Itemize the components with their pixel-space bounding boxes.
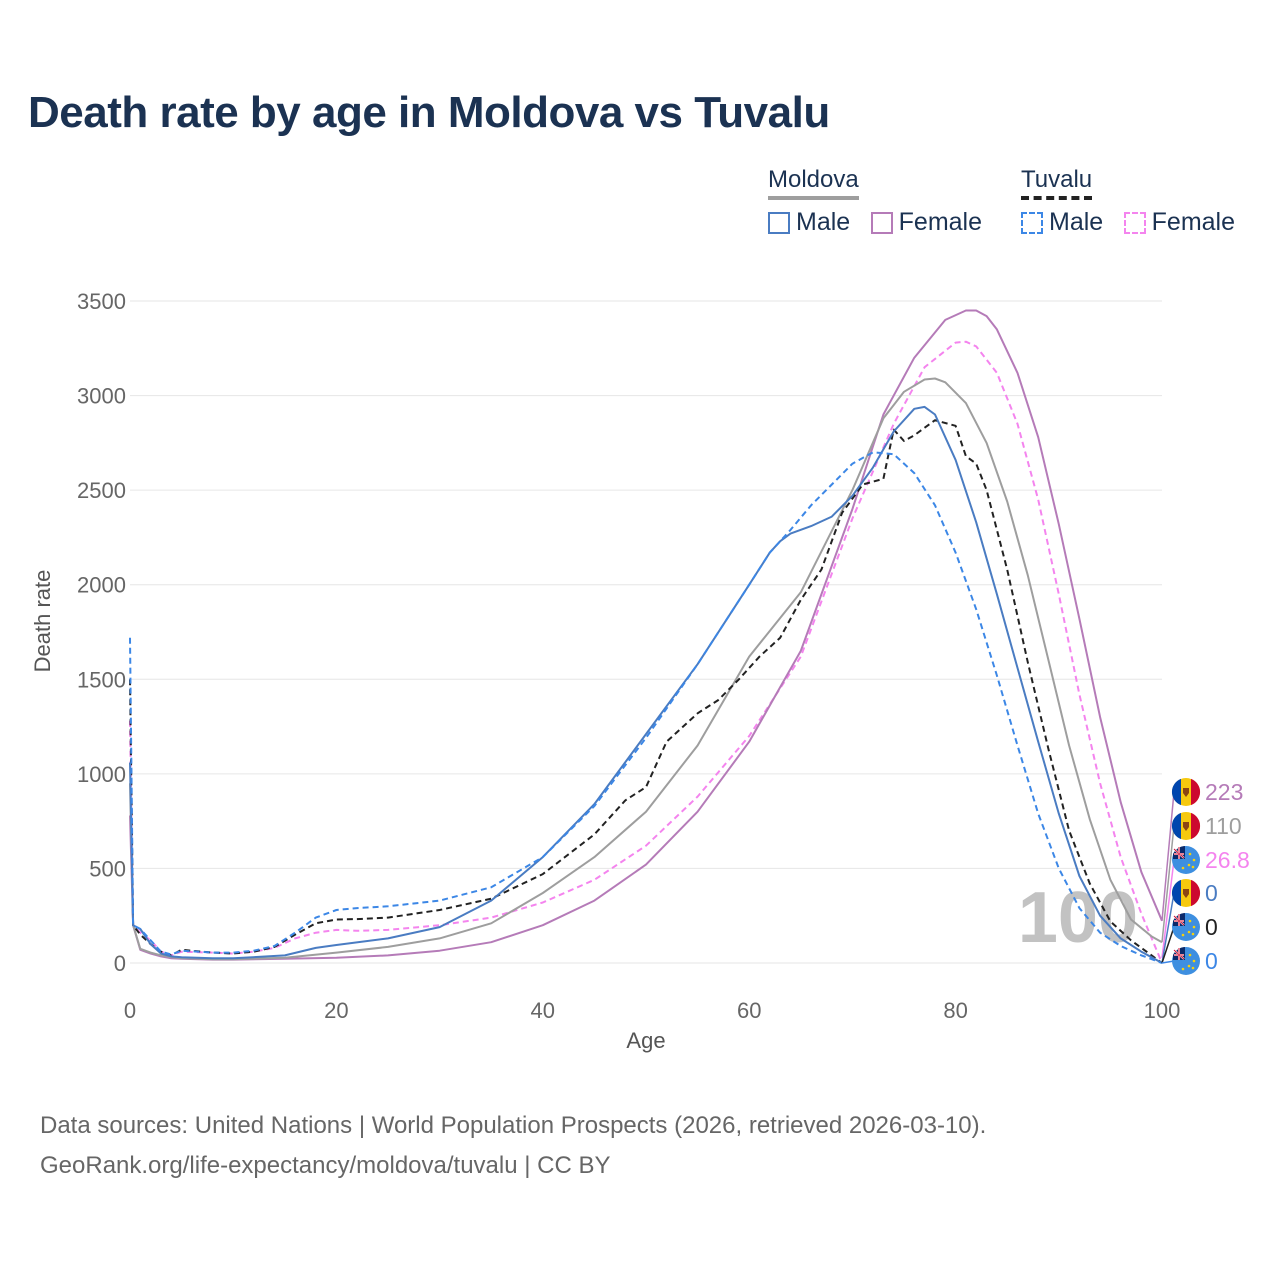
- legend-group-moldova: Moldova Male Female: [768, 166, 998, 239]
- legend-item-moldova-male[interactable]: Male: [768, 208, 850, 237]
- legend-item-moldova-female[interactable]: Female: [870, 208, 983, 237]
- series-line-moldova-total[interactable]: [129, 377, 1163, 961]
- legend-swatch: [768, 211, 790, 234]
- series-line-tuvalu-female[interactable]: [129, 340, 1163, 964]
- end-value-label: 26.8: [1205, 847, 1250, 873]
- x-tick-label: 40: [531, 998, 555, 1023]
- end-value-label: 0: [1205, 880, 1218, 906]
- legend-swatch: [1021, 211, 1043, 234]
- legend-label: Male: [796, 208, 851, 236]
- series-line-moldova-male[interactable]: [129, 405, 1163, 964]
- end-value-label: 0: [1205, 914, 1218, 940]
- end-value-label: 110: [1205, 813, 1242, 839]
- end-value-label: 0: [1205, 948, 1218, 974]
- x-tick-label: 20: [324, 998, 348, 1023]
- x-tick-label: 80: [943, 998, 967, 1023]
- legend-label: Male: [1049, 208, 1104, 236]
- moldova-flag-icon: [1171, 812, 1201, 840]
- chart-title: Death rate by age in Moldova vs Tuvalu: [28, 88, 830, 137]
- y-axis-label: Death rate: [30, 570, 55, 673]
- legend-item-tuvalu-female[interactable]: Female: [1123, 208, 1236, 237]
- x-axis-label: Age: [626, 1028, 665, 1053]
- y-tick-label: 3000: [77, 384, 126, 409]
- x-tick-label: 100: [1144, 998, 1181, 1023]
- y-tick-label: 500: [89, 856, 126, 881]
- source-note: Data sources: United Nations | World Pop…: [40, 1106, 986, 1186]
- tuvalu-flag-icon: [1172, 947, 1200, 975]
- y-tick-label: 2000: [77, 573, 126, 598]
- series-line-tuvalu-total[interactable]: [129, 419, 1163, 964]
- legend-label: Female: [898, 208, 983, 236]
- y-tick-label: 1000: [77, 762, 126, 787]
- legend-group-title: Tuvalu: [1021, 166, 1093, 200]
- source-link[interactable]: GeoRank.org/life-expectancy/moldova/tuva…: [40, 1152, 611, 1179]
- legend-swatch: [870, 211, 893, 234]
- x-tick-label: 60: [737, 998, 761, 1023]
- series-line-tuvalu-male[interactable]: [129, 451, 1163, 964]
- y-tick-label: 3500: [77, 289, 126, 314]
- legend-swatch: [1123, 211, 1146, 234]
- y-tick-label: 0: [114, 951, 126, 976]
- x-tick-label: 0: [124, 998, 136, 1023]
- y-tick-label: 2500: [77, 478, 126, 503]
- end-value-label: 223: [1205, 779, 1243, 805]
- y-tick-label: 1500: [77, 667, 126, 692]
- legend-group-title: Moldova: [768, 166, 859, 200]
- tuvalu-flag-icon: [1172, 846, 1200, 874]
- legend-group-tuvalu: Tuvalu Male Female: [1021, 166, 1235, 239]
- legend-label: Female: [1151, 208, 1236, 236]
- series-line-moldova-female[interactable]: [129, 309, 1163, 961]
- year-watermark: 100: [1018, 878, 1138, 958]
- moldova-flag-icon: [1171, 778, 1201, 806]
- tuvalu-flag-icon: [1172, 913, 1200, 941]
- moldova-flag-icon: [1171, 879, 1201, 907]
- legend-item-tuvalu-male[interactable]: Male: [1021, 208, 1103, 237]
- source-line: Data sources: United Nations | World Pop…: [40, 1112, 987, 1139]
